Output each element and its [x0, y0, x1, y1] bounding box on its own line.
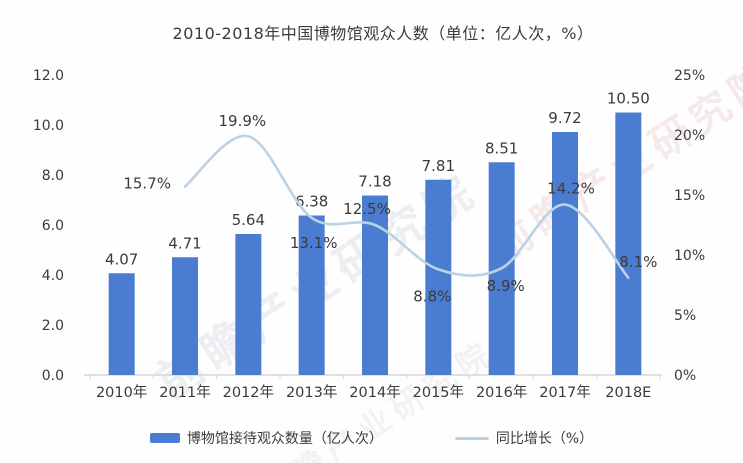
bar-value-label: 9.72	[548, 109, 581, 127]
right-axis-tick-label: 25%	[674, 68, 705, 84]
bar-value-label: 6.38	[295, 193, 328, 211]
chart-plot: 0.0 2.0 4.0 6.0 8.0 10.0 12.0 0% 5% 10% 15% 20% 25% 2…	[33, 68, 705, 401]
category-label: 2017年	[539, 384, 590, 401]
bar-swatch-icon	[149, 433, 180, 443]
line-point-label: 15.7%	[123, 175, 171, 193]
bar	[615, 112, 642, 375]
chart-title: 2010-2018年中国博物馆观众人数（单位：亿人次，%）	[172, 24, 594, 43]
line-point-label: 19.9%	[219, 112, 267, 130]
category-label: 2010年	[96, 384, 147, 401]
line-point-label: 8.9%	[487, 277, 525, 295]
bar	[235, 234, 262, 375]
legend: 博物馆接待观众数量（亿人次） 同比增长（%）	[0, 428, 743, 448]
bar	[298, 215, 325, 375]
bar-value-label: 8.51	[485, 139, 518, 157]
bar	[425, 179, 452, 375]
left-axis-tick-label: 12.0	[33, 68, 64, 84]
category-label: 2018E	[605, 385, 651, 401]
line-swatch-icon	[454, 436, 489, 440]
bar-value-label: 4.07	[105, 250, 138, 268]
bar-value-label: 7.81	[422, 157, 455, 175]
right-axis-tick-label: 0%	[674, 368, 696, 384]
category-label: 2016年	[476, 384, 527, 401]
bar-value-label: 4.71	[168, 234, 201, 252]
category-label: 2013年	[286, 384, 337, 401]
line-point-label: 14.2%	[547, 180, 595, 198]
left-axis-tick-label: 0.0	[42, 368, 64, 384]
category-label: 2015年	[413, 384, 464, 401]
category-label: 2012年	[223, 384, 274, 401]
bar	[552, 132, 578, 375]
bar	[108, 273, 135, 375]
legend-label-growth: 同比增长（%）	[495, 431, 594, 447]
line-point-label: 13.1%	[290, 234, 338, 252]
category-label: 2011年	[159, 384, 210, 401]
line-point-label: 8.8%	[413, 287, 451, 305]
line-point-label: 12.5%	[343, 200, 391, 218]
left-axis-tick-label: 10.0	[33, 118, 64, 134]
line-point-label: 8.1%	[619, 253, 657, 271]
right-axis-tick-label: 20%	[674, 128, 705, 144]
left-axis-tick-label: 4.0	[42, 268, 64, 284]
trend-line	[183, 134, 630, 280]
bar	[172, 257, 198, 375]
bar-value-label: 7.18	[358, 173, 391, 191]
bar-value-label: 10.50	[607, 90, 650, 108]
left-axis-tick-label: 6.0	[42, 218, 64, 234]
left-axis-tick-label: 8.0	[42, 168, 64, 184]
bar-value-label: 5.64	[232, 211, 265, 229]
right-axis-tick-label: 10%	[674, 248, 705, 264]
right-axis-tick-label: 5%	[674, 308, 696, 324]
category-label: 2014年	[349, 384, 400, 401]
left-axis-tick-label: 2.0	[42, 318, 64, 334]
right-axis-tick-label: 15%	[674, 188, 705, 204]
legend-label-visitors: 博物馆接待观众数量（亿人次）	[186, 431, 383, 447]
legend-item-growth: 同比增长（%）	[454, 428, 594, 448]
legend-item-visitors: 博物馆接待观众数量（亿人次）	[149, 428, 383, 448]
